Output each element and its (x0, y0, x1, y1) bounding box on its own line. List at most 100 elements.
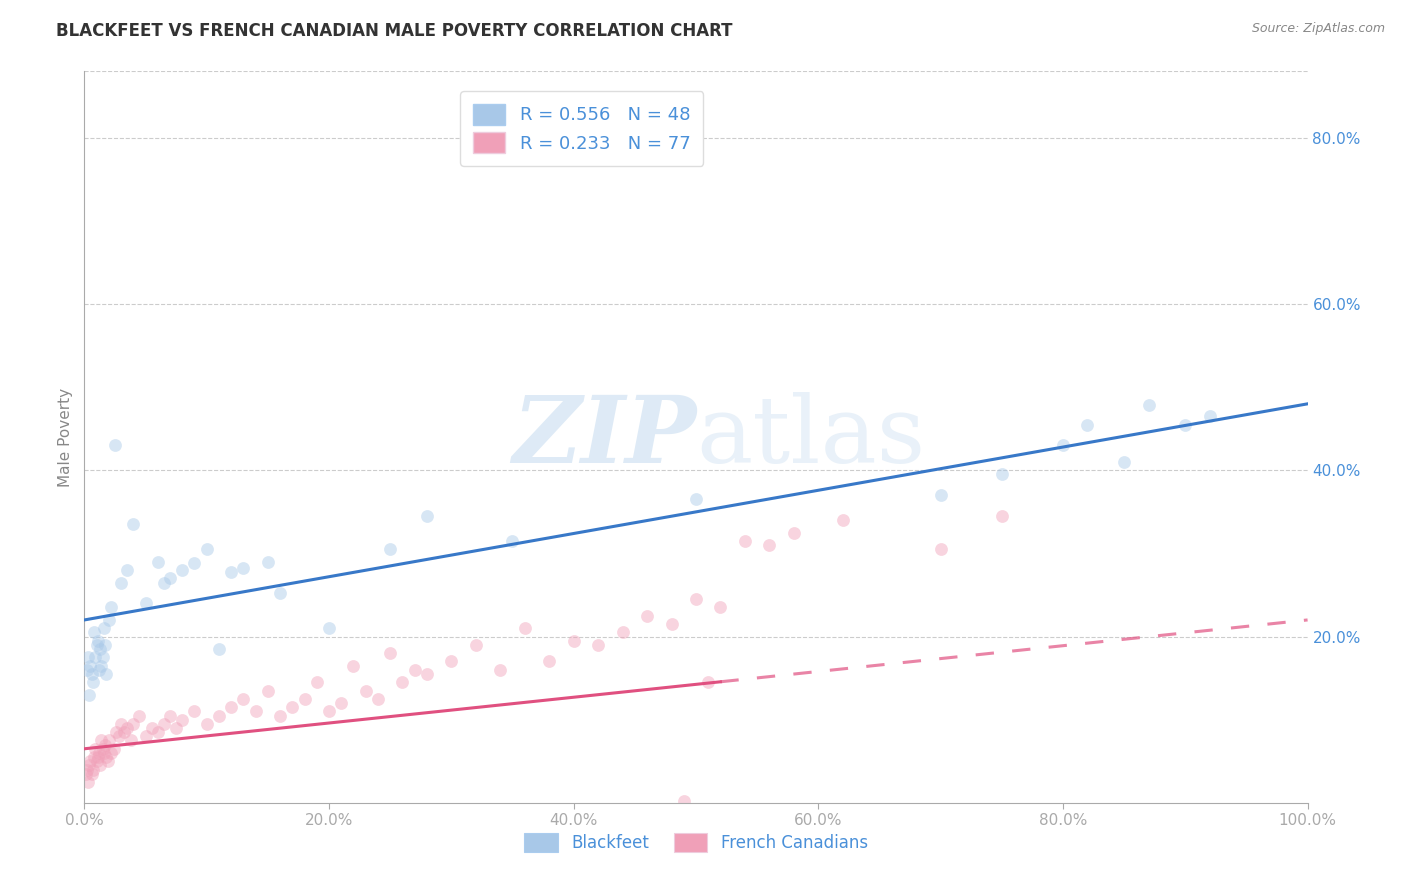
Point (1114, 455, 1136, 469)
Point (80, 667, 103, 681)
Point (91, 650, 114, 665)
Point (128, 708, 150, 723)
Point (79, 658, 101, 673)
Point (391, 675, 413, 690)
Point (86, 638, 108, 652)
Point (354, 683, 377, 698)
Y-axis label: Male Poverty: Male Poverty (58, 387, 73, 487)
Point (89, 758, 111, 772)
Point (734, 533, 756, 548)
Point (90, 733, 112, 747)
Point (80, 766, 103, 780)
Point (502, 533, 524, 548)
Point (416, 509, 439, 524)
Text: Source: ZipAtlas.com: Source: ZipAtlas.com (1251, 22, 1385, 36)
Point (195, 542, 218, 557)
Point (464, 638, 486, 652)
Point (122, 517, 145, 532)
Point (758, 538, 780, 552)
Point (232, 561, 254, 575)
Point (112, 725, 135, 739)
Point (929, 542, 952, 557)
Point (135, 729, 157, 743)
Point (380, 542, 402, 557)
Point (294, 692, 316, 706)
Point (159, 571, 181, 585)
Point (110, 716, 132, 731)
Point (103, 741, 125, 756)
Point (115, 721, 138, 735)
Point (96, 750, 118, 764)
Point (84, 741, 107, 756)
Point (831, 513, 853, 527)
Point (991, 467, 1014, 482)
Point (1137, 399, 1160, 413)
Point (416, 667, 439, 681)
Point (367, 692, 389, 706)
Point (141, 721, 163, 735)
Point (440, 655, 463, 669)
Point (991, 509, 1014, 524)
Point (110, 575, 132, 590)
Point (76, 663, 98, 677)
Point (195, 716, 218, 731)
Point (100, 600, 122, 615)
Point (685, 492, 707, 507)
Text: ZIP: ZIP (512, 392, 696, 482)
Point (1076, 417, 1098, 432)
Point (84, 650, 107, 665)
Point (122, 716, 145, 731)
Point (685, 592, 707, 607)
Point (586, 638, 609, 652)
Point (672, 794, 695, 808)
Point (219, 565, 242, 579)
Point (1052, 438, 1074, 452)
Point (318, 621, 340, 635)
Point (269, 586, 291, 600)
Point (107, 729, 129, 743)
Point (783, 525, 806, 540)
Point (929, 488, 952, 502)
Point (77, 650, 100, 665)
Point (257, 683, 280, 698)
Legend: Blackfeet, French Canadians: Blackfeet, French Canadians (516, 824, 876, 860)
Point (97, 754, 120, 768)
Point (104, 438, 127, 452)
Point (91, 741, 114, 756)
Point (146, 725, 169, 739)
Point (90, 658, 112, 673)
Point (83, 750, 105, 764)
Point (94, 738, 117, 752)
Text: atlas: atlas (696, 392, 925, 482)
Point (636, 608, 658, 623)
Point (93, 621, 115, 635)
Point (232, 692, 254, 706)
Point (709, 600, 731, 615)
Point (87, 750, 110, 764)
Point (97, 613, 120, 627)
Point (146, 555, 169, 569)
Point (1198, 409, 1220, 424)
Point (697, 675, 720, 690)
Point (77, 758, 100, 772)
Point (404, 663, 426, 677)
Point (76, 763, 98, 777)
Point (269, 708, 291, 723)
Point (318, 705, 340, 719)
Point (245, 705, 267, 719)
Point (105, 725, 128, 739)
Point (87, 633, 110, 648)
Point (75, 766, 97, 780)
Point (562, 633, 585, 648)
Point (83, 625, 105, 640)
Point (612, 625, 634, 640)
Point (82, 675, 104, 690)
Point (87, 663, 110, 677)
Point (183, 557, 205, 571)
Point (513, 621, 536, 635)
Point (661, 617, 683, 632)
Point (120, 733, 142, 747)
Point (342, 658, 364, 673)
Text: BLACKFEET VS FRENCH CANADIAN MALE POVERTY CORRELATION CHART: BLACKFEET VS FRENCH CANADIAN MALE POVERT… (56, 22, 733, 40)
Point (208, 708, 231, 723)
